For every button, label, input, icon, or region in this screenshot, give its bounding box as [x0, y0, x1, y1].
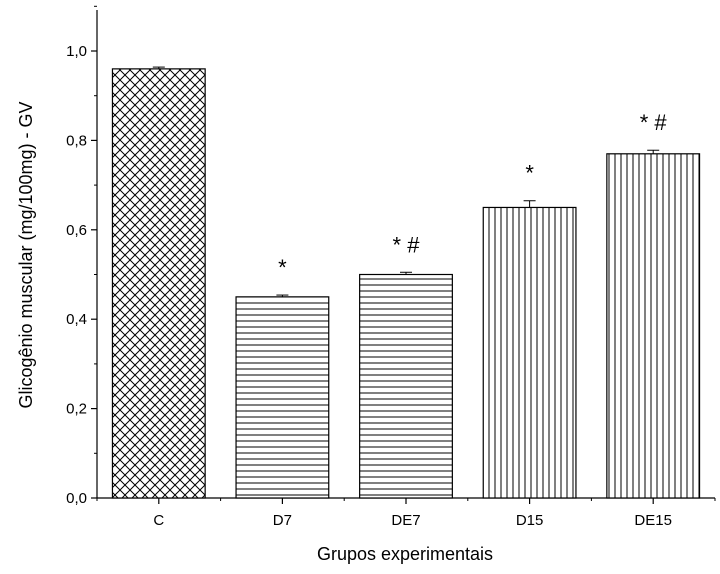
significance-marker: *	[525, 161, 534, 186]
significance-marker: * #	[393, 232, 421, 257]
y-tick-label: 0,4	[66, 311, 87, 328]
y-tick-label: 1,0	[66, 43, 87, 60]
significance-marker: * #	[640, 110, 668, 135]
significance-marker: *	[278, 255, 287, 280]
y-axis-title: Glicogênio muscular (mg/100mg) - GV	[16, 101, 36, 408]
y-tick-label: 0,8	[66, 132, 87, 149]
bars: * * # * * #	[111, 66, 701, 499]
y-tick-label: 0,0	[66, 490, 87, 507]
x-tick-label: D15	[516, 512, 544, 529]
x-tick-label: DE15	[634, 512, 672, 529]
bar-D15	[482, 206, 577, 499]
y-axis: 0,0 0,2 0,4 0,6 0,8 1,0	[66, 5, 98, 507]
x-axis: C D7 DE7 D15 DE15	[96, 497, 716, 529]
y-tick-label: 0,2	[66, 401, 87, 418]
bar-D7	[235, 296, 330, 499]
x-tick-label: C	[153, 512, 164, 529]
x-tick-label: DE7	[391, 512, 420, 529]
bar-C	[111, 68, 206, 499]
bar-DE7	[359, 273, 453, 499]
y-tick-label: 0,6	[66, 222, 87, 239]
x-axis-title: Grupos experimentais	[317, 544, 493, 564]
bar-DE15	[606, 153, 701, 499]
x-tick-label: D7	[273, 512, 292, 529]
